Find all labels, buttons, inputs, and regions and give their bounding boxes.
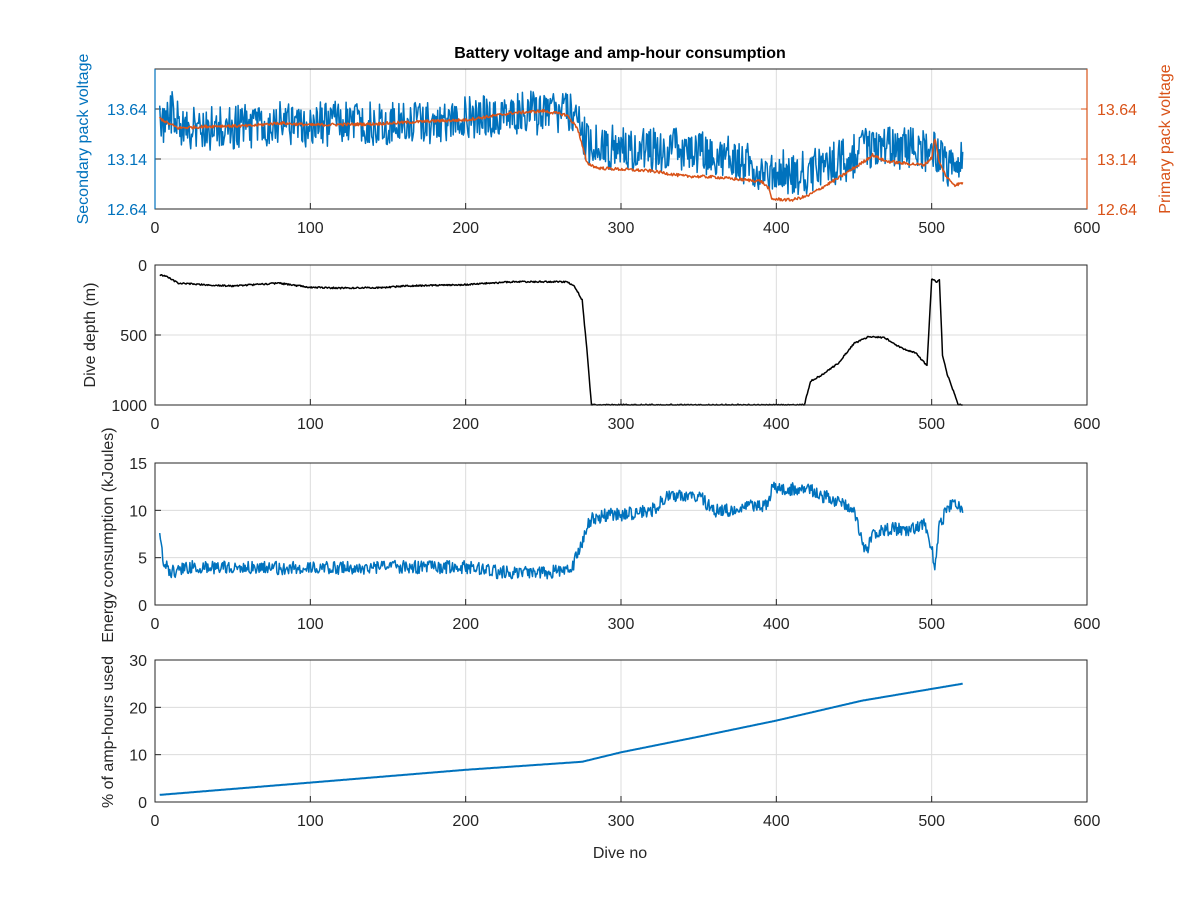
x-tick-label: 100 xyxy=(297,616,324,633)
x-tick-label: 500 xyxy=(918,813,945,830)
x-tick-label: 300 xyxy=(608,220,635,237)
y-axis-label-amp-hours: % of amp-hours used xyxy=(100,656,117,808)
y-axis-label-left: Secondary pack voltage xyxy=(75,54,92,225)
series-line-1 xyxy=(159,109,964,202)
x-tick-label: 600 xyxy=(1074,220,1101,237)
y-tick-label: 12.64 xyxy=(107,202,147,219)
y-tick-label-right: 13.64 xyxy=(1097,102,1137,119)
x-tick-label: 0 xyxy=(151,220,160,237)
series-line-0 xyxy=(158,481,964,580)
x-tick-label: 0 xyxy=(151,616,160,633)
axes-box xyxy=(154,264,1088,406)
axes-box xyxy=(154,659,1088,803)
x-tick-label: 300 xyxy=(608,813,635,830)
y-tick-label: 500 xyxy=(120,328,147,345)
x-tick-label: 0 xyxy=(151,416,160,433)
y-tick-label: 1000 xyxy=(111,398,147,415)
x-tick-label: 300 xyxy=(608,616,635,633)
y-tick-label-right: 13.14 xyxy=(1097,152,1137,169)
amp-hours-panel: 0 100 200 300 400 500 600 0 10 20 30 xyxy=(129,653,1100,830)
x-tick-label: 400 xyxy=(763,616,790,633)
x-tick-label: 400 xyxy=(763,813,790,830)
x-tick-label: 100 xyxy=(297,416,324,433)
x-tick-label: 500 xyxy=(918,220,945,237)
x-tick-label: 600 xyxy=(1074,416,1101,433)
x-tick-label: 200 xyxy=(452,813,479,830)
x-tick-label: 500 xyxy=(918,416,945,433)
depth-panel: 0 100 200 300 400 500 600 0 500 1000 xyxy=(111,258,1100,433)
x-tick-label: 100 xyxy=(297,220,324,237)
series-line-0 xyxy=(158,90,964,196)
y-tick-label: 5 xyxy=(138,551,147,568)
x-tick-label: 0 xyxy=(151,813,160,830)
energy-panel: 0 100 200 300 400 500 600 0 5 10 15 xyxy=(129,456,1100,633)
y-tick-label-right: 12.64 xyxy=(1097,202,1137,219)
y-tick-label: 0 xyxy=(138,258,147,275)
x-tick-label: 100 xyxy=(297,813,324,830)
y-tick-label: 13.64 xyxy=(107,102,147,119)
y-tick-label: 10 xyxy=(129,748,147,765)
axes-box xyxy=(154,462,1088,606)
series-line-0 xyxy=(159,273,963,406)
y-tick-label: 10 xyxy=(129,503,147,520)
y-tick-label: 0 xyxy=(138,598,147,615)
x-tick-label: 600 xyxy=(1074,616,1101,633)
y-axis-label-right: Primary pack voltage xyxy=(1157,64,1174,213)
series-line-0 xyxy=(159,682,963,796)
x-tick-label: 300 xyxy=(608,416,635,433)
x-tick-label: 400 xyxy=(763,416,790,433)
x-tick-label: 200 xyxy=(452,220,479,237)
x-tick-label: 500 xyxy=(918,616,945,633)
y-tick-label: 15 xyxy=(129,456,147,473)
x-tick-label: 400 xyxy=(763,220,790,237)
x-tick-label: 200 xyxy=(452,616,479,633)
x-tick-label: 200 xyxy=(452,416,479,433)
y-tick-label: 13.14 xyxy=(107,152,147,169)
y-axis-label-depth: Dive depth (m) xyxy=(82,283,99,388)
y-axis-label-energy: Energy consumption (kJoules) xyxy=(100,427,117,642)
y-tick-label: 0 xyxy=(138,795,147,812)
y-tick-label: 20 xyxy=(129,700,147,717)
chart-title: Battery voltage and amp-hour consumption xyxy=(454,45,786,62)
y-tick-label: 30 xyxy=(129,653,147,670)
x-axis-label: Dive no xyxy=(593,845,647,862)
x-tick-label: 600 xyxy=(1074,813,1101,830)
